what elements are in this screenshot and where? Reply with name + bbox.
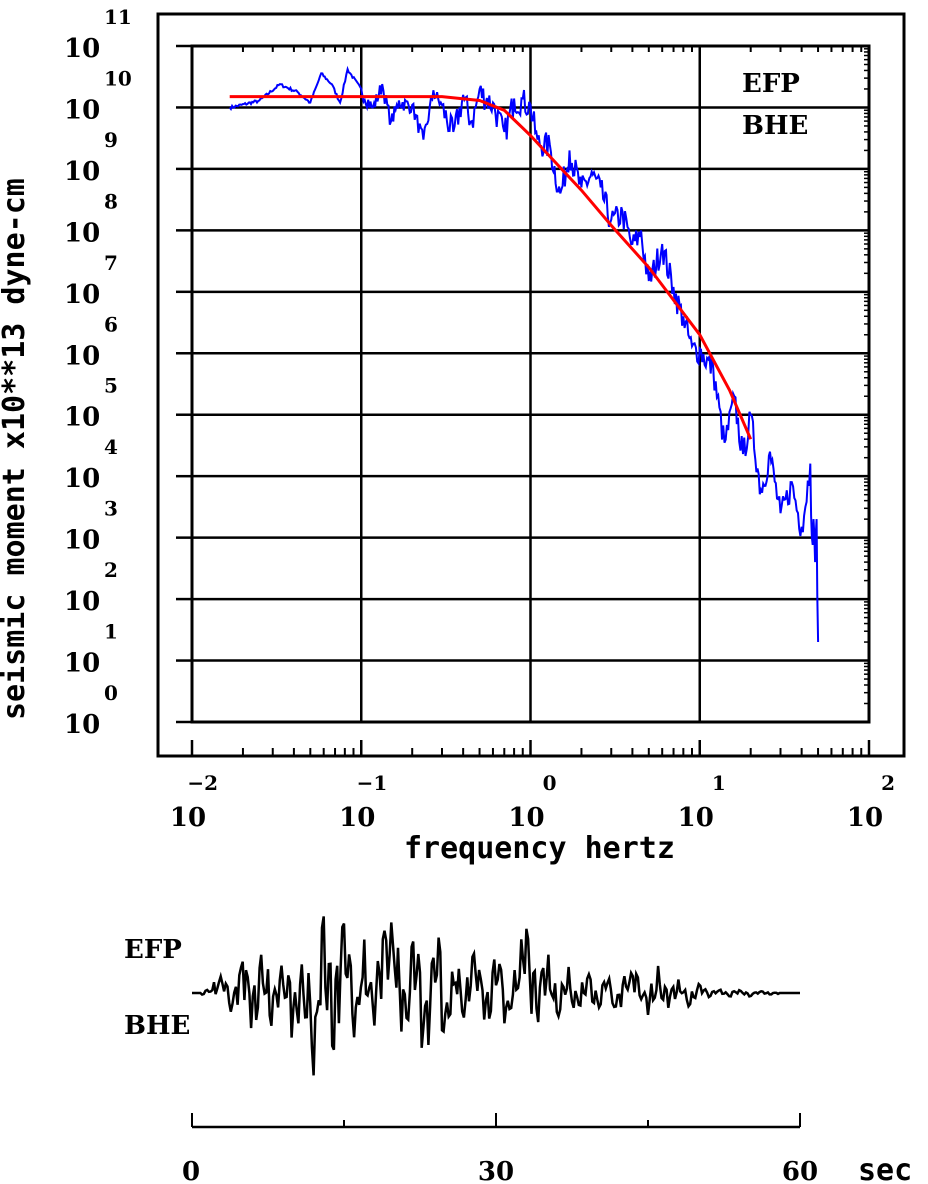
grid	[192, 46, 869, 722]
y-tick-base: 10	[64, 464, 100, 494]
y-tick-base: 10	[64, 341, 100, 371]
y-tick-exponent: 1	[104, 620, 118, 644]
y-tick-exponent: 9	[104, 128, 118, 152]
y-tick-exponent: 11	[104, 5, 132, 29]
x-tick-exponent: 2	[881, 771, 895, 795]
x-tick-base: 10	[170, 803, 206, 833]
minor-ticks	[176, 44, 871, 756]
y-tick-base: 10	[64, 157, 100, 187]
y-tick-base: 10	[64, 526, 100, 556]
y-tick-exponent: 4	[104, 435, 118, 459]
time-axis-ticks	[191, 1113, 801, 1127]
seismogram-series-line	[192, 916, 800, 1076]
y-tick-base: 10	[64, 403, 100, 433]
x-tick-exponent: 1	[712, 771, 726, 795]
x-tick-base: 10	[508, 803, 544, 833]
spectrum-series-line	[228, 65, 820, 643]
seismogram-chart: EFP BHE 0 30 60 sec	[124, 916, 912, 1184]
y-tick-exponent: 5	[104, 374, 118, 398]
y-tick-base: 10	[64, 649, 100, 679]
seismogram-station-bottom: BHE	[124, 1011, 190, 1041]
y-tick-base: 10	[64, 218, 100, 248]
y-tick-base: 10	[64, 95, 100, 125]
seismogram-station-top: EFP	[124, 935, 182, 965]
y-tick-base: 10	[64, 587, 100, 617]
time-unit-label: sec	[858, 1153, 912, 1184]
x-tick-exponent: −2	[187, 771, 218, 795]
time-tick-label: 30	[478, 1157, 514, 1184]
x-tick-base: 10	[847, 803, 883, 833]
y-axis-label: seismic moment x10**13 dyne-cm	[0, 178, 32, 720]
time-tick-label: 0	[182, 1157, 200, 1184]
station-label-bottom: BHE	[742, 111, 808, 141]
x-tick-labels: −2 10 −1 10 0 10 1 10 2 10	[170, 771, 895, 833]
y-tick-exponent: 2	[104, 558, 118, 582]
time-axis-labels: 0 30 60	[182, 1157, 818, 1184]
time-tick-label: 60	[782, 1157, 818, 1184]
y-tick-exponent: 7	[104, 251, 118, 275]
x-tick-base: 10	[678, 803, 714, 833]
x-tick-exponent: 0	[543, 771, 557, 795]
y-tick-base: 10	[64, 34, 100, 64]
x-axis-label: frequency hertz	[404, 831, 675, 866]
y-tick-exponent: 3	[104, 497, 118, 521]
y-tick-base: 10	[64, 710, 100, 740]
y-tick-exponent: 8	[104, 189, 118, 213]
x-tick-base: 10	[339, 803, 375, 833]
y-tick-exponent: 6	[104, 312, 118, 336]
station-label-top: EFP	[742, 69, 800, 99]
model-fit-series-line	[229, 95, 753, 440]
y-tick-exponent: 10	[104, 66, 132, 90]
y-tick-base: 10	[64, 280, 100, 310]
y-tick-exponent: 0	[104, 681, 118, 705]
x-tick-exponent: −1	[357, 771, 388, 795]
